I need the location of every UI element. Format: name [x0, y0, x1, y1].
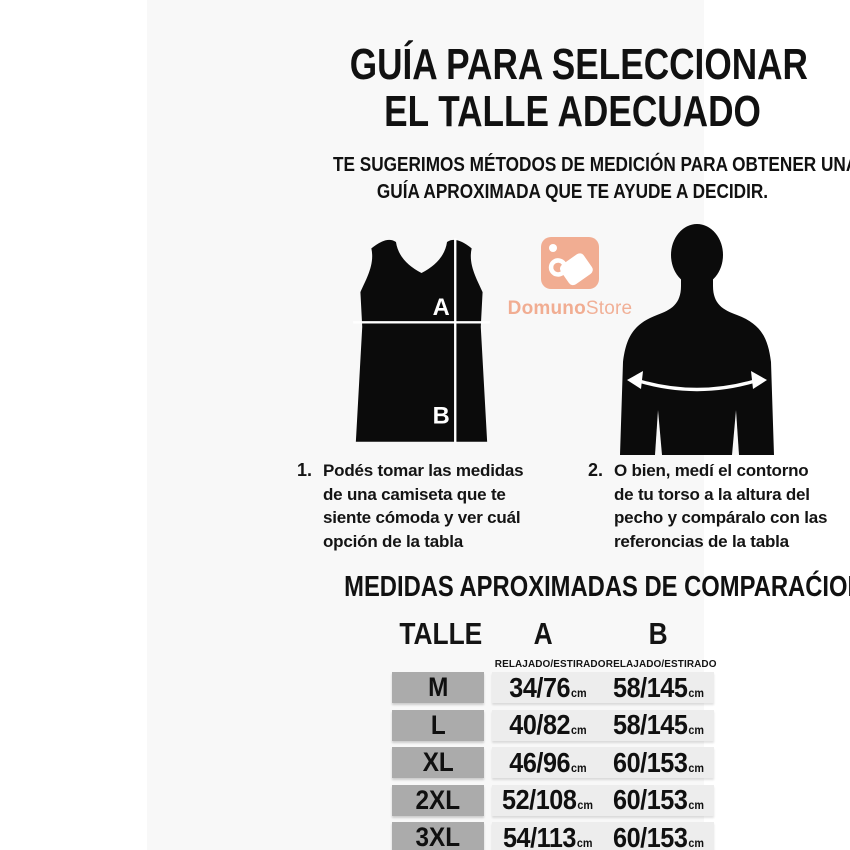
size-table: TALLE A B RELAJADO/ESTIRADO RELAJADO/EST… — [392, 612, 717, 850]
torso-body — [620, 286, 774, 455]
page-subtitle: TE SUGERIMOS MÉTODOS DE MEDICIÓN PARA OB… — [294, 152, 850, 206]
table-section-title: MEDIDAS APROXIMADAS DE COMPARAĆION — [294, 571, 850, 604]
shopping-bag-icon — [541, 237, 599, 289]
label-b: B — [433, 403, 450, 429]
title-line-2: EL TALLE ADECUADO — [384, 87, 761, 136]
content-panel: GUÍA PARA SELECCIONAR EL TALLE ADECUADO … — [147, 0, 850, 850]
value-strip: 46/96cm 60/153cm — [492, 747, 714, 778]
value-strip: 34/76cm 58/145cm — [492, 672, 714, 703]
step-2-line: pecho y compáralo con las — [614, 508, 828, 527]
value-strip: 54/113cm 60/153cm — [492, 822, 714, 850]
subheader-col-a: RELAJADO/ESTIRADO — [494, 658, 606, 670]
value-a: 40/82cm — [508, 709, 587, 740]
value-strip: 40/82cm 58/145cm — [492, 709, 714, 741]
logo-text-light: Store — [585, 298, 633, 319]
instruction-step-2: 2. O bien, medí el contorno de tu torso … — [588, 459, 833, 553]
arrow-head-right — [751, 371, 767, 389]
table-row: XL 46/96cm 60/153cm — [392, 747, 714, 778]
value-b: 58/145cm — [613, 671, 704, 703]
step-2-line: de tu torso a la altura del — [614, 484, 810, 504]
label-a: A — [433, 295, 450, 321]
size-cell: L — [392, 709, 484, 741]
value-b: 58/145cm — [613, 709, 704, 740]
header-talle: TALLE — [399, 616, 483, 651]
step-1-line: Podés tomar las medidas — [323, 461, 524, 480]
subtitle-line-2: GUÍA APROXIMADA QUE TE AYUDE A DECIDIR. — [376, 181, 769, 203]
step-1-line: de una camiseta que te — [323, 484, 506, 504]
value-a: 52/108cm — [502, 784, 593, 815]
arrow-head-left — [627, 371, 643, 389]
instruction-step-1: 1. Podés tomar las medidas de una camise… — [297, 459, 535, 553]
step-2-text: O bien, medí el contorno de tu torso a l… — [614, 459, 833, 553]
value-a: 54/113cm — [502, 821, 593, 850]
step-1-line: opción de la tabla — [323, 531, 463, 551]
header-col-b: B — [648, 616, 669, 651]
value-b: 60/153cm — [613, 784, 704, 815]
table-subheader-row: RELAJADO/ESTIRADO RELAJADO/ESTIRADO — [392, 656, 717, 670]
value-b: 60/153cm — [613, 746, 704, 778]
table-row: M 34/76cm 58/145cm — [392, 672, 714, 703]
store-logo-text: DomunoStore — [494, 298, 646, 320]
table-title-text: MEDIDAS APROXIMADAS DE COMPARAĆION — [344, 571, 850, 603]
header-col-a: A — [533, 616, 554, 651]
subtitle-line-1: TE SUGERIMOS MÉTODOS DE MEDICIÓN PARA OB… — [332, 154, 850, 176]
table-row: 2XL 52/108cm 60/153cm — [392, 784, 714, 816]
value-a: 34/76cm — [508, 671, 587, 703]
size-cell: 2XL — [392, 784, 484, 816]
torso-illustration — [620, 224, 774, 455]
store-logo: DomunoStore — [494, 237, 646, 320]
tank-top-illustration: A B — [353, 238, 490, 443]
step-2-line: referoncias de la tabla — [614, 531, 789, 551]
subheader-col-b: RELAJADO/ESTIRADO — [605, 658, 717, 670]
tank-top-shape — [355, 239, 488, 442]
step-1-line: siente cómoda y ver cuál — [323, 508, 521, 527]
title-line-1: GUÍA PARA SELECCIONAR — [349, 40, 808, 89]
logo-text-bold: Domuno — [507, 298, 586, 319]
table-row: L 40/82cm 58/145cm — [392, 709, 714, 741]
step-1-text: Podés tomar las medidas de una camiseta … — [323, 459, 535, 553]
table-header-row: TALLE A B — [392, 612, 714, 656]
size-cell: M — [392, 672, 484, 703]
size-cell: XL — [392, 747, 484, 778]
chest-measure-arrow — [638, 379, 756, 392]
table-row: 3XL 54/113cm 60/153cm — [392, 822, 714, 850]
logo-dot — [549, 244, 557, 252]
page-title: GUÍA PARA SELECCIONAR EL TALLE ADECUADO — [294, 41, 850, 135]
value-a: 46/96cm — [508, 746, 587, 778]
step-1-number: 1. — [297, 460, 313, 480]
value-strip: 52/108cm 60/153cm — [492, 784, 714, 816]
size-cell: 3XL — [392, 822, 484, 850]
value-b: 60/153cm — [613, 821, 704, 850]
step-2-line: O bien, medí el contorno — [614, 461, 809, 480]
step-2-number: 2. — [588, 460, 604, 480]
